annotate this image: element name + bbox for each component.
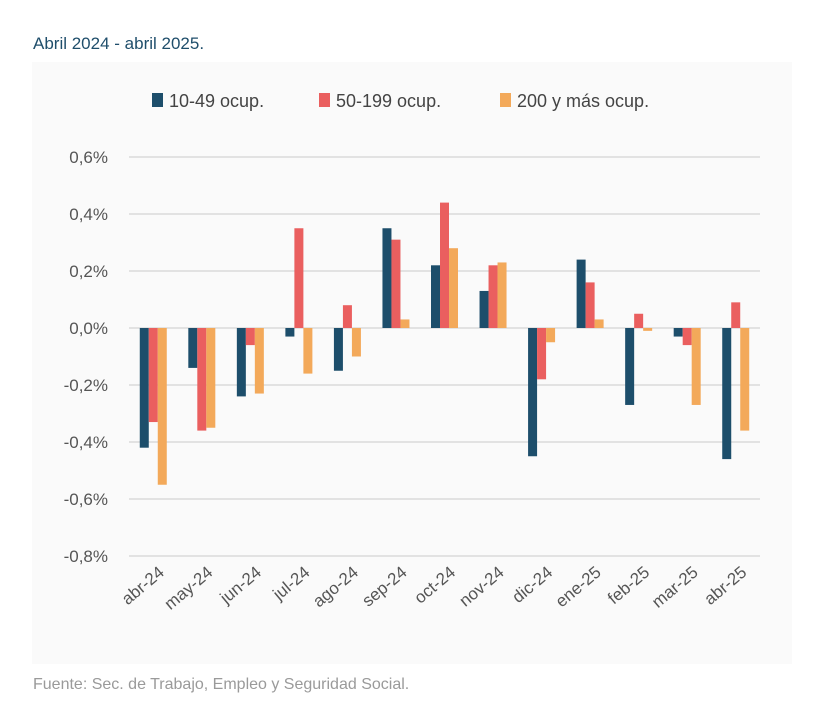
bar bbox=[188, 328, 198, 368]
bar bbox=[139, 328, 149, 448]
legend-swatch bbox=[500, 93, 511, 107]
x-tick-label: mar-25 bbox=[648, 563, 701, 612]
y-tick-label: -0,8% bbox=[64, 547, 108, 566]
y-tick-label: 0,4% bbox=[69, 205, 108, 224]
bar bbox=[585, 282, 595, 328]
legend: 10-49 ocup. 50-199 ocup. 200 y más ocup. bbox=[152, 91, 649, 111]
bar bbox=[479, 290, 489, 328]
bar bbox=[528, 328, 538, 457]
bar bbox=[391, 239, 401, 328]
bar-chart: 0,6% 0,4% 0,2% 0,0% -0,2% -0,4% -0,6% -0,8% abr… bbox=[64, 91, 760, 614]
bar bbox=[148, 328, 158, 423]
bar bbox=[382, 228, 392, 328]
bar bbox=[245, 328, 255, 346]
x-tick-label: abr-24 bbox=[118, 563, 168, 609]
bar bbox=[488, 265, 498, 328]
bar bbox=[400, 319, 410, 328]
bar bbox=[431, 265, 440, 328]
legend-label: 10-49 ocup. bbox=[169, 91, 264, 111]
x-tick-label: jul-24 bbox=[269, 563, 314, 605]
chart-panel: 0,6% 0,4% 0,2% 0,0% -0,2% -0,4% -0,6% -0,8% abr… bbox=[32, 62, 792, 664]
x-tick-label: sep-24 bbox=[358, 563, 410, 611]
y-tick-label: -0,6% bbox=[64, 490, 108, 509]
bar bbox=[342, 305, 352, 328]
bar bbox=[546, 328, 556, 343]
bar bbox=[449, 248, 458, 328]
bar bbox=[440, 202, 449, 328]
legend-swatch bbox=[152, 93, 163, 107]
bar bbox=[303, 328, 313, 374]
x-tick-label: feb-25 bbox=[604, 563, 653, 609]
bar bbox=[351, 328, 361, 357]
bar bbox=[634, 313, 644, 328]
y-tick-label: 0,0% bbox=[69, 319, 108, 338]
bar bbox=[236, 328, 246, 397]
bar bbox=[722, 328, 732, 460]
bar bbox=[594, 319, 604, 328]
x-tick-label: jun-24 bbox=[216, 563, 265, 609]
x-tick-label: nov-24 bbox=[456, 563, 508, 611]
legend-swatch bbox=[319, 93, 330, 107]
bar bbox=[206, 328, 216, 428]
bar bbox=[682, 328, 692, 346]
bar bbox=[157, 328, 167, 485]
source-note: Fuente: Sec. de Trabajo, Empleo y Seguri… bbox=[33, 676, 410, 693]
x-tick-label: abr-25 bbox=[700, 563, 750, 609]
bar bbox=[197, 328, 207, 431]
bar bbox=[625, 328, 635, 405]
bar bbox=[576, 259, 586, 328]
bar bbox=[254, 328, 264, 394]
y-tick-label: -0,2% bbox=[64, 376, 108, 395]
legend-label: 50-199 ocup. bbox=[336, 91, 441, 111]
bar bbox=[740, 328, 750, 431]
bar bbox=[285, 328, 295, 337]
bar bbox=[643, 328, 653, 331]
bar bbox=[673, 328, 683, 337]
x-tick-label: may-24 bbox=[161, 563, 217, 614]
y-tick-label: 0,2% bbox=[69, 262, 108, 281]
chart-subtitle: Abril 2024 - abril 2025. bbox=[33, 34, 205, 53]
y-axis-ticks: 0,6% 0,4% 0,2% 0,0% -0,2% -0,4% -0,6% -0,8% bbox=[64, 148, 108, 566]
x-tick-label: ene-25 bbox=[552, 563, 605, 612]
x-tick-label: oct-24 bbox=[411, 563, 459, 608]
bars bbox=[139, 202, 750, 485]
x-tick-label: dic-24 bbox=[508, 563, 556, 607]
y-tick-label: 0,6% bbox=[69, 148, 108, 167]
y-tick-label: -0,4% bbox=[64, 433, 108, 452]
x-tick-label: ago-24 bbox=[309, 563, 362, 612]
bar bbox=[497, 262, 507, 328]
bar bbox=[691, 328, 701, 405]
bar bbox=[333, 328, 343, 371]
bar bbox=[731, 302, 741, 328]
bar bbox=[537, 328, 547, 380]
legend-label: 200 y más ocup. bbox=[517, 91, 649, 111]
bar bbox=[294, 228, 304, 328]
